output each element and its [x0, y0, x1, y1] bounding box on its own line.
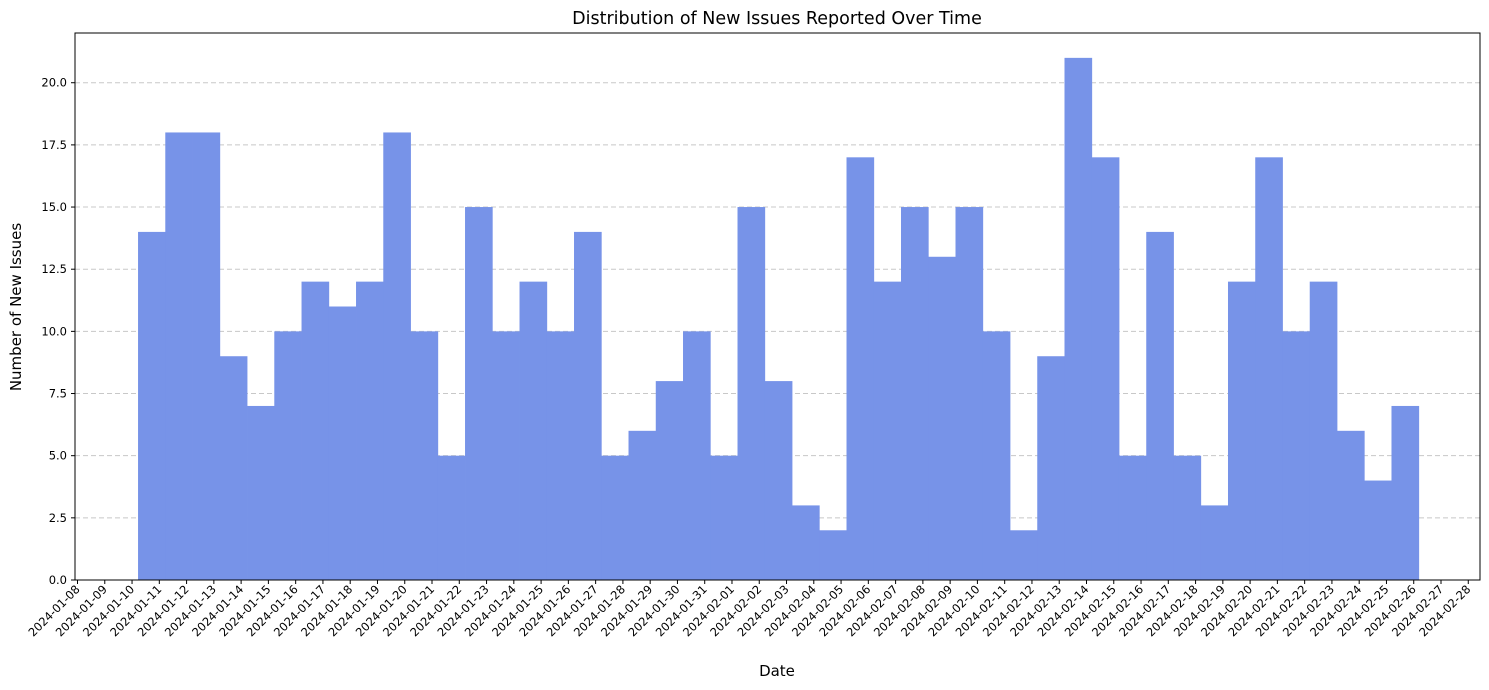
y-axis-ticks: 0.0 2.5 5.0 7.5 10.0 12.5 15.0 17.5 20.0 [41, 76, 75, 587]
bar [328, 306, 357, 580]
bar [1255, 157, 1283, 580]
bar [383, 132, 411, 581]
bar [165, 132, 193, 581]
bar [601, 455, 629, 580]
bars [138, 57, 1420, 581]
y-axis-label: Number of New Issues [7, 223, 25, 392]
y-tick-label: 12.5 [41, 262, 67, 276]
bar [356, 281, 384, 580]
bar [247, 405, 275, 580]
bar [492, 331, 520, 580]
bar [955, 207, 984, 580]
bar [819, 530, 847, 580]
bar [901, 207, 929, 580]
chart-title: Distribution of New Issues Reported Over… [572, 9, 982, 29]
bar [192, 132, 221, 581]
bar [1173, 455, 1202, 580]
bar [737, 207, 766, 580]
bar [1364, 480, 1392, 580]
y-tick-label: 10.0 [41, 324, 67, 338]
bar [274, 331, 302, 580]
bar [655, 381, 684, 580]
bar [1336, 430, 1365, 580]
bar [928, 256, 956, 580]
bar [1282, 331, 1311, 580]
y-tick-label: 17.5 [41, 138, 67, 152]
y-tick-label: 5.0 [49, 449, 67, 463]
bar [1146, 231, 1174, 580]
bar [219, 356, 248, 580]
bar [465, 207, 493, 580]
bar [410, 331, 439, 580]
bar [546, 331, 575, 580]
bar [437, 455, 466, 580]
bar [683, 331, 711, 580]
plot-frame [74, 32, 1481, 581]
y-tick-label: 2.5 [49, 511, 67, 525]
bar [519, 281, 548, 580]
y-tick-label: 20.0 [41, 76, 67, 90]
bar [982, 331, 1011, 580]
bar [1009, 530, 1038, 580]
bar [873, 281, 902, 580]
bar [574, 231, 602, 580]
bar [1037, 356, 1065, 580]
bar [1391, 405, 1420, 580]
bar [1091, 157, 1120, 580]
bar [1064, 57, 1093, 580]
x-axis-ticks: 2024-01-082024-01-092024-01-102024-01-11… [25, 580, 1473, 639]
bar [846, 157, 875, 580]
bar [628, 430, 657, 580]
bar [710, 455, 738, 580]
y-tick-label: 7.5 [49, 387, 67, 401]
y-tick-label: 0.0 [49, 573, 67, 587]
bar [301, 281, 330, 580]
bar [1200, 505, 1229, 580]
y-tick-label: 15.0 [41, 200, 67, 214]
bar [764, 381, 793, 580]
bar [1309, 281, 1338, 580]
bar [1118, 455, 1147, 580]
bar [1227, 281, 1256, 580]
x-axis-label: Date [759, 662, 795, 680]
bar [138, 231, 166, 580]
bar [792, 505, 820, 580]
